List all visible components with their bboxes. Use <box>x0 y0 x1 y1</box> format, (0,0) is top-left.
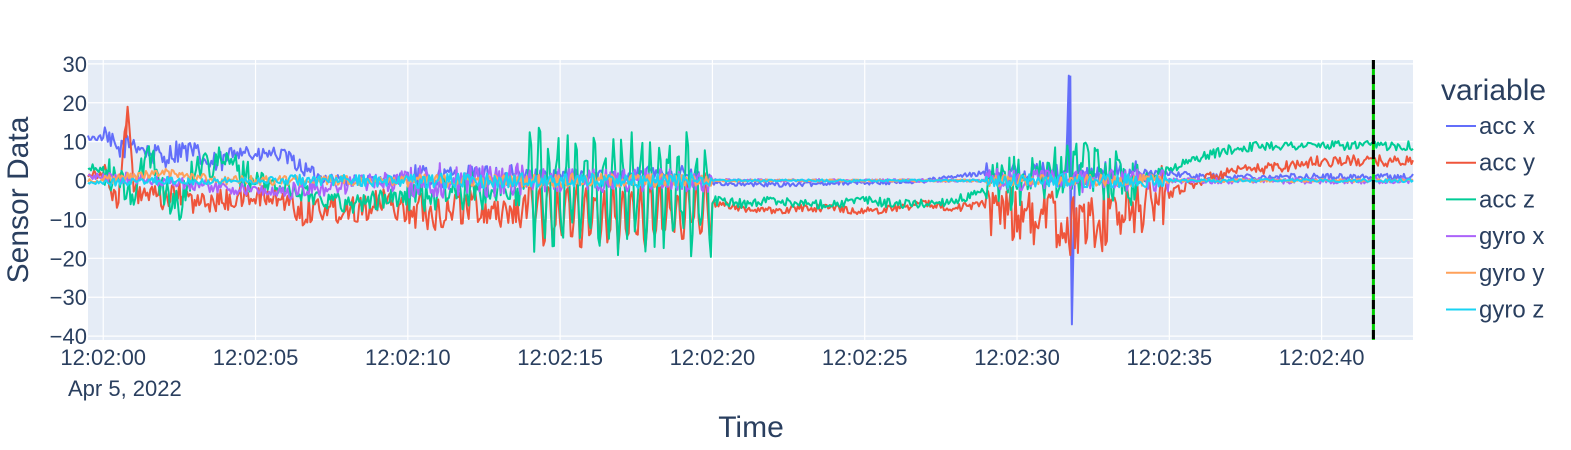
legend-label: acc z <box>1479 186 1535 213</box>
y-tick-label: 20 <box>63 91 87 116</box>
x-tick-labels: 12:02:00 12:02:05 12:02:10 12:02:15 12:02:20… <box>60 345 1364 370</box>
y-tick-label: −30 <box>50 285 87 310</box>
legend-label: gyro y <box>1479 260 1544 287</box>
y-tick-label: 10 <box>63 130 87 155</box>
x-tick-label: 12:02:30 <box>974 345 1060 370</box>
x-tick-label: 12:02:05 <box>213 345 299 370</box>
y-tick-label: 0 <box>75 169 87 194</box>
legend-label: acc x <box>1479 113 1535 140</box>
x-tick-label: 12:02:10 <box>365 345 451 370</box>
x-tick-label: 12:02:40 <box>1279 345 1365 370</box>
x-tick-label: 12:02:20 <box>670 345 756 370</box>
x-tick-label: 12:02:00 <box>60 345 146 370</box>
legend-title: variable <box>1441 74 1546 107</box>
legend-label: acc y <box>1479 150 1535 177</box>
y-tick-labels: 30 20 10 0 −10 −20 −30 −40 <box>50 52 87 349</box>
series-lines <box>87 74 1414 326</box>
grid-lines <box>88 60 1413 340</box>
y-tick-label: −10 <box>50 207 87 232</box>
y-axis-title: Sensor Data <box>2 116 35 283</box>
series-line-gyro-z <box>87 171 1414 190</box>
y-tick-label: −40 <box>50 324 87 349</box>
x-tick-label: 12:02:35 <box>1127 345 1213 370</box>
legend-label: gyro x <box>1479 223 1544 250</box>
legend: variable acc x acc y acc z gyro x gyro y gyro… <box>1441 74 1546 324</box>
series-line-acc-z <box>87 126 1414 258</box>
x-axis-title: Time <box>718 411 784 444</box>
x-tick-label: 12:02:25 <box>822 345 908 370</box>
legend-label: gyro z <box>1479 297 1544 324</box>
y-tick-label: 30 <box>63 52 87 77</box>
x-date-label: Apr 5, 2022 <box>68 376 182 401</box>
y-tick-label: −20 <box>50 246 87 271</box>
x-tick-label: 12:02:15 <box>517 345 603 370</box>
